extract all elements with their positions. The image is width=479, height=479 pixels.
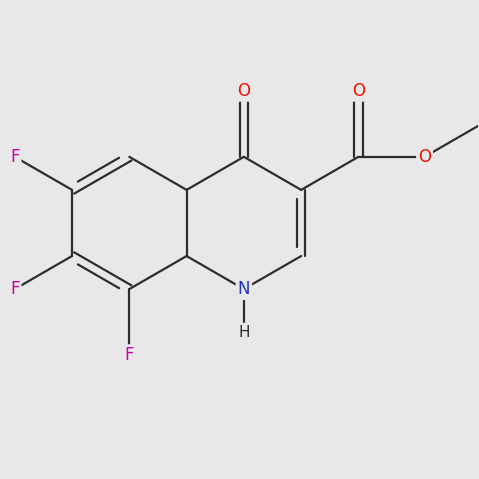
Text: F: F: [10, 280, 20, 298]
Text: F: F: [125, 346, 134, 364]
Text: F: F: [10, 148, 20, 166]
Text: N: N: [238, 280, 250, 298]
Text: H: H: [238, 325, 250, 340]
Text: O: O: [238, 82, 251, 100]
Text: O: O: [418, 148, 431, 166]
Text: O: O: [352, 82, 365, 100]
